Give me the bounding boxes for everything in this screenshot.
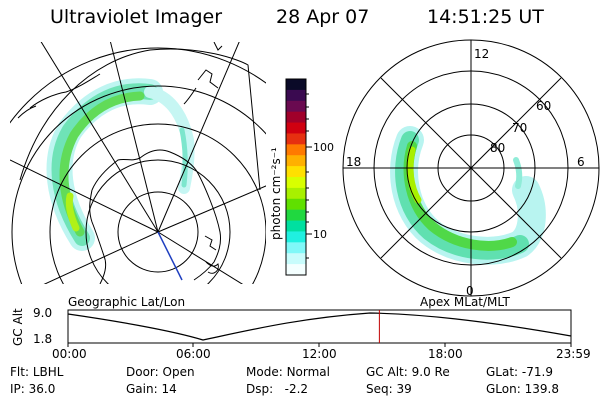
aurora-oval-left	[46, 78, 195, 251]
colorbar-segment	[286, 100, 306, 113]
aurora-oval-right	[390, 126, 546, 265]
time-label: 14:51:25 UT	[427, 6, 544, 28]
colorbar-segment	[286, 89, 306, 102]
colorbar-segment	[286, 209, 306, 222]
polar-map: 12 18 6 0 60 70 80	[342, 39, 600, 298]
info-seq: Seq: 39	[366, 382, 412, 396]
mlat-label-60: 60	[536, 99, 551, 113]
colorbar-unit-label: photon cm⁻²s⁻¹	[269, 147, 283, 240]
colorbar-segment	[286, 166, 306, 178]
colorbar-tick-10: 10	[313, 228, 327, 241]
info-gc-alt: GC Alt: 9.0 Re	[366, 365, 450, 379]
colorbar-segment	[286, 198, 306, 211]
colorbar-segment	[286, 231, 306, 243]
colorbar-segment	[286, 264, 306, 276]
timeline-ytick-high: 9.0	[33, 306, 52, 320]
coastlines	[17, 42, 223, 284]
colorbar-segment	[286, 253, 306, 265]
colorbar-segment	[286, 111, 306, 124]
mlt-label-18: 18	[346, 155, 361, 169]
timeline-ylabel: GC Alt	[11, 308, 25, 346]
left-map-label: Geographic Lat/Lon	[68, 295, 185, 309]
timeline-xtick: 18:00	[428, 347, 463, 361]
colorbar-segment	[286, 242, 306, 254]
info-glat: GLat: -71.9	[486, 365, 553, 379]
info-flt: Flt: LBHL	[10, 365, 64, 379]
info-ip: IP: 36.0	[10, 382, 56, 396]
colorbar-segment	[286, 79, 306, 91]
colorbar-segment	[286, 220, 306, 232]
timeline-xtick: 12:00	[302, 347, 337, 361]
mlt-label-0: 0	[466, 284, 474, 298]
info-gain: Gain: 14	[126, 382, 177, 396]
mlat-label-80: 80	[490, 141, 505, 155]
altitude-timeline: GC Alt 9.0 1.8 00:00 06:00 12:00 18:00 2…	[11, 306, 591, 361]
colorbar-segment	[286, 177, 306, 189]
timeline-xtick: 06:00	[176, 347, 211, 361]
colorbar-segment	[286, 122, 306, 134]
latitude-circles	[10, 47, 266, 284]
right-map-label: Apex MLat/MLT	[420, 295, 510, 309]
timeline-ytick-low: 1.8	[33, 332, 52, 346]
colorbar-segment	[286, 187, 306, 200]
info-mode: Mode: Normal	[246, 365, 330, 379]
colorbar: 100 10 photon cm⁻²s⁻¹	[269, 78, 334, 276]
colorbar-segment	[286, 144, 306, 156]
mlat-label-70: 70	[512, 121, 527, 135]
colorbar-tick-100: 100	[313, 141, 334, 154]
date-label: 28 Apr 07	[276, 6, 370, 28]
mlt-label-12: 12	[474, 47, 489, 61]
geographic-map	[10, 42, 266, 284]
sub-satellite-track	[157, 231, 183, 281]
info-door: Door: Open	[126, 365, 195, 379]
mlt-label-6: 6	[577, 155, 585, 169]
colorbar-segment	[286, 133, 306, 145]
info-dsp: Dsp: -2.2	[246, 382, 309, 396]
colorbar-segment	[286, 155, 306, 167]
timeline-xtick: 00:00	[52, 347, 87, 361]
instrument-title: Ultraviolet Imager	[50, 6, 223, 28]
earth-limb	[19, 48, 261, 191]
info-glon: GLon: 139.8	[486, 382, 559, 396]
timeline-xtick: 23:59	[556, 347, 591, 361]
altitude-curve	[67, 312, 572, 341]
